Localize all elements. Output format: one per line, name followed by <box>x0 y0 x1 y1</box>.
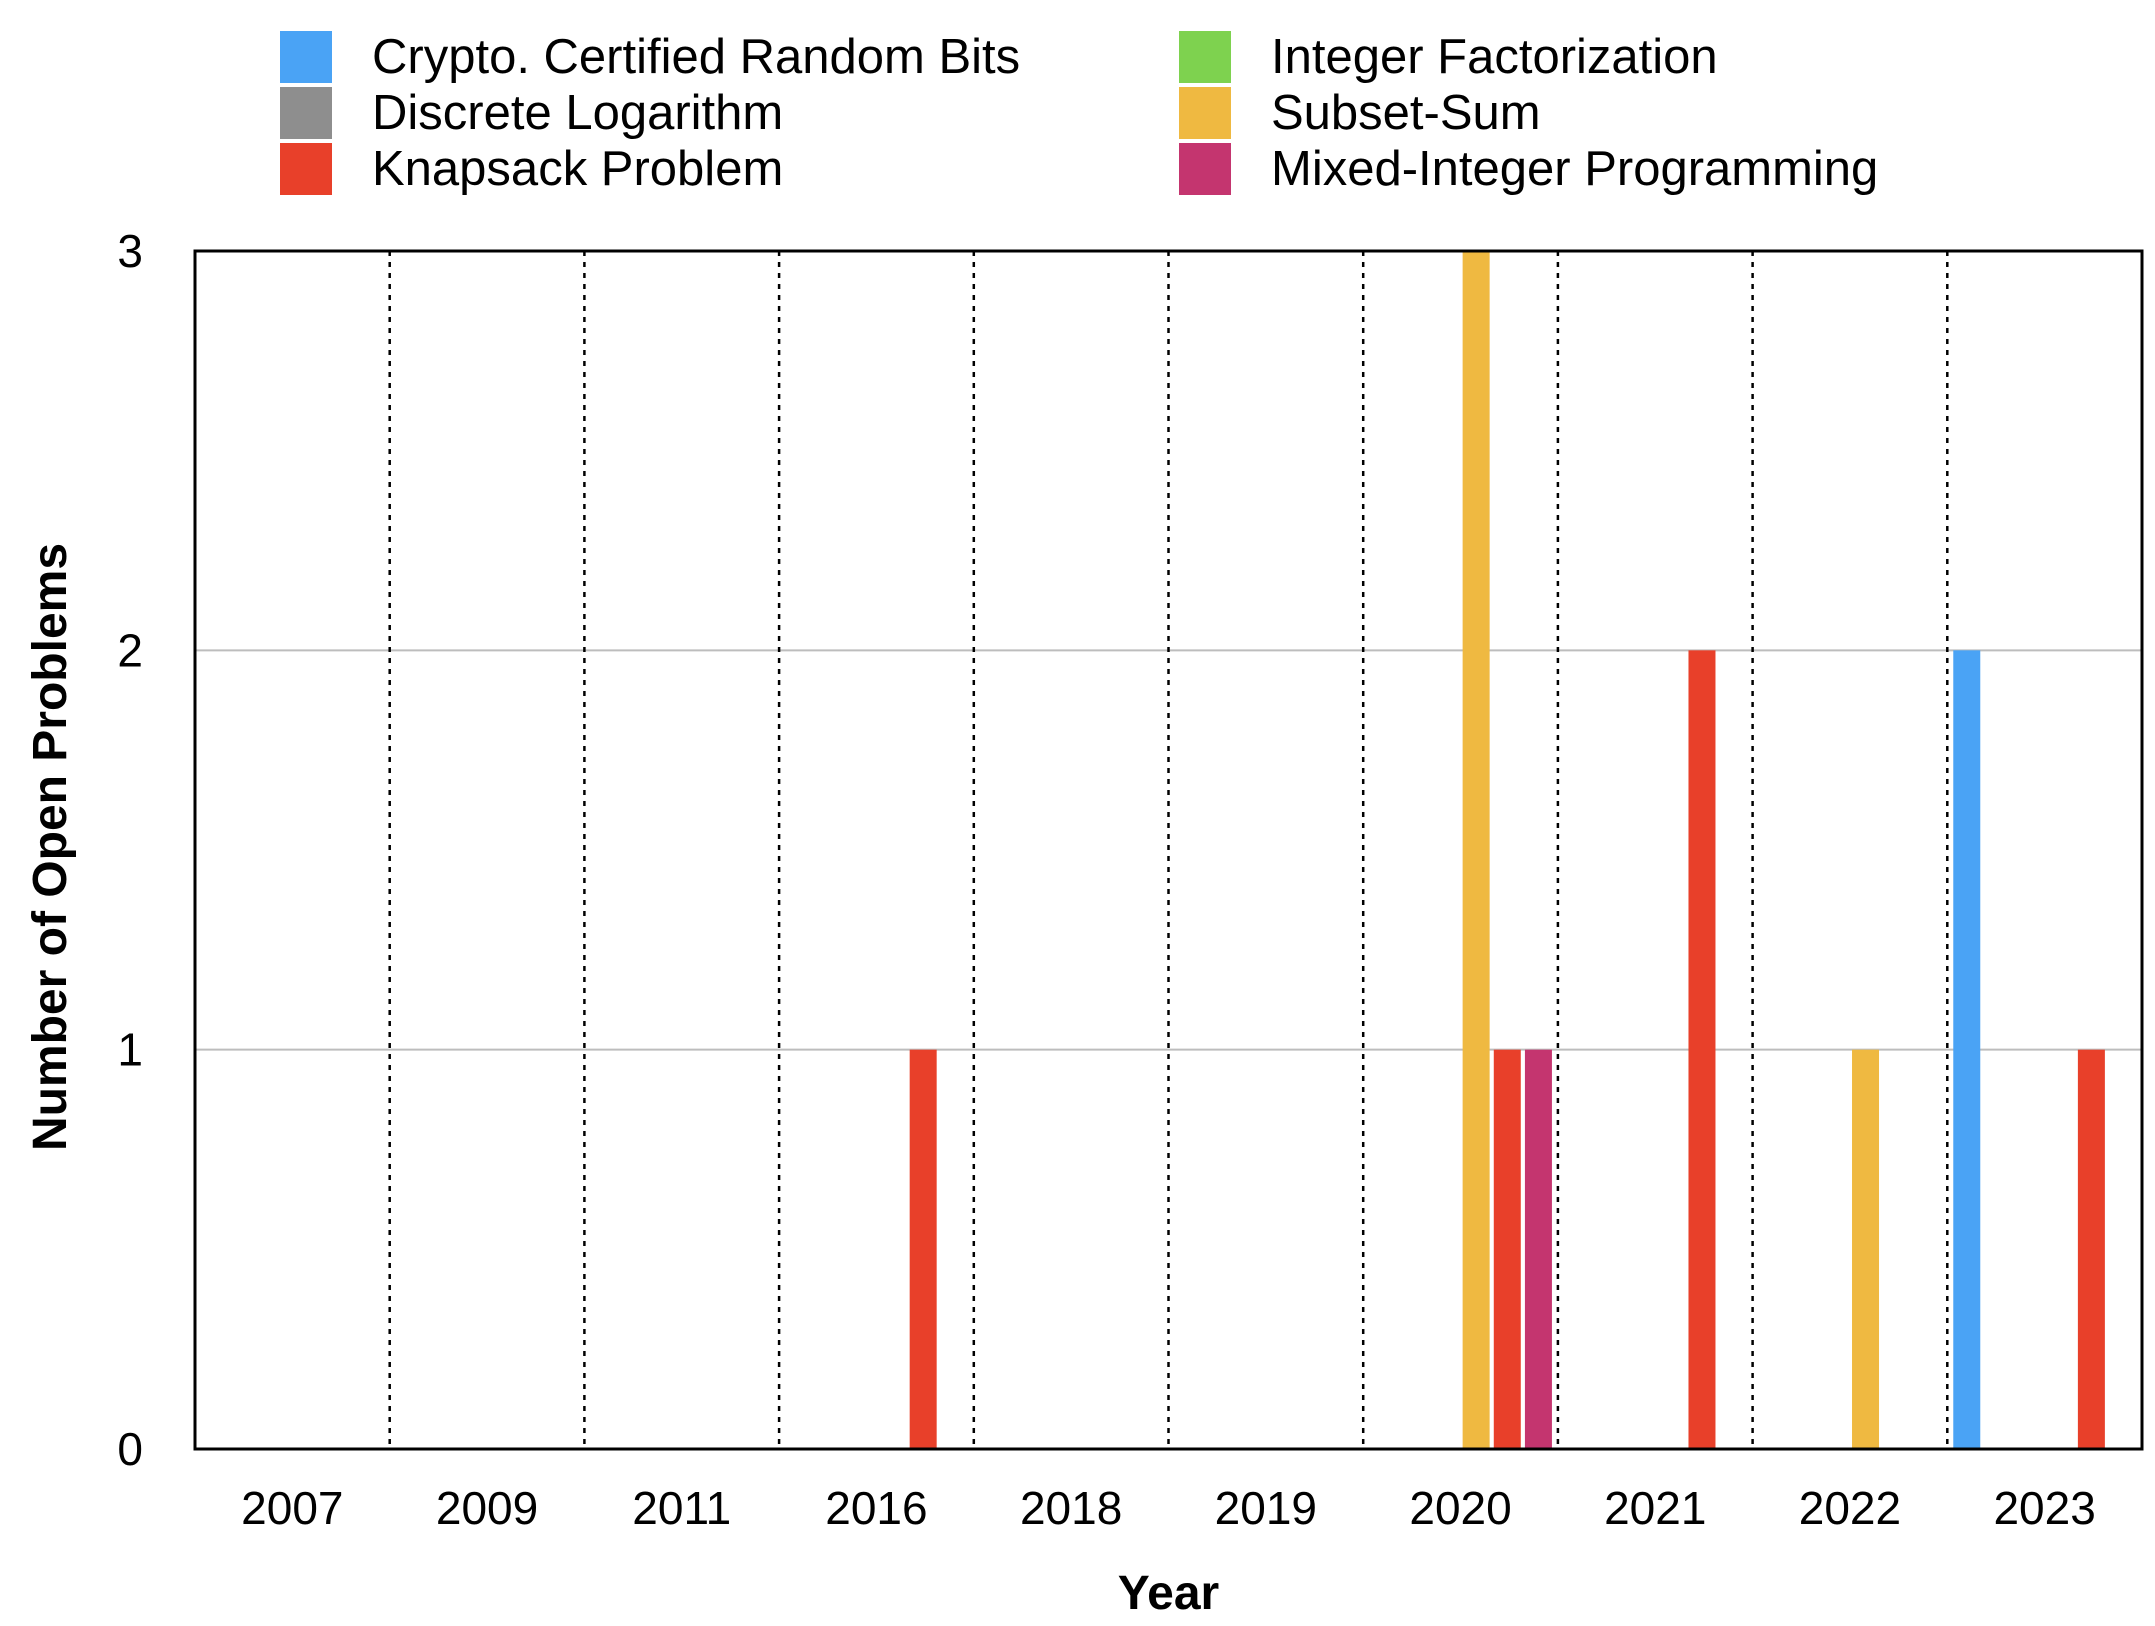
bar <box>909 1049 937 1449</box>
bar <box>1493 1049 1521 1449</box>
x-tick-label: 2023 <box>1993 1482 2095 1534</box>
bar <box>2077 1049 2105 1449</box>
bar <box>1953 650 1981 1449</box>
y-tick-label: 0 <box>117 1423 143 1475</box>
x-tick-label: 2009 <box>436 1482 538 1534</box>
legend-label: Integer Factorization <box>1271 30 1718 84</box>
bars <box>909 251 2105 1449</box>
x-tick-label: 2016 <box>825 1482 927 1534</box>
legend-swatch-knapsack-problem <box>280 143 332 195</box>
bar <box>1852 1049 1880 1449</box>
x-tick-labels: 2007 2009 2011 2016 2018 2019 2020 2021 2022 2023 <box>241 1482 2096 1534</box>
x-axis-title: Year <box>1118 1567 1219 1620</box>
legend-item-crypto-certified-random-bits: Crypto. Certified Random Bits <box>280 29 1020 85</box>
legend-item-knapsack-problem: Knapsack Problem <box>280 141 783 197</box>
x-tick-label: 2020 <box>1409 1482 1511 1534</box>
y-tick-label: 2 <box>117 624 143 676</box>
legend-item-subset-sum: Subset-Sum <box>1179 85 1541 141</box>
legend-item-mixed-integer-programming: Mixed-Integer Programming <box>1179 141 1878 197</box>
y-tick-label: 3 <box>117 225 143 277</box>
legend-label: Discrete Logarithm <box>372 86 784 140</box>
bar <box>1524 1049 1552 1449</box>
x-tick-label: 2021 <box>1604 1482 1706 1534</box>
legend-swatch-subset-sum <box>1179 87 1231 139</box>
y-tick-label: 1 <box>117 1024 143 1076</box>
bar <box>1462 251 1490 1449</box>
bar <box>1688 650 1716 1449</box>
legend-swatch-discrete-logarithm <box>280 87 332 139</box>
x-tick-label: 2022 <box>1799 1482 1901 1534</box>
legend-item-integer-factorization: Integer Factorization <box>1179 29 1718 85</box>
x-tick-label: 2018 <box>1020 1482 1122 1534</box>
legend-item-discrete-logarithm: Discrete Logarithm <box>280 85 783 141</box>
legend-label: Mixed-Integer Programming <box>1271 142 1879 196</box>
legend-label: Knapsack Problem <box>372 142 784 196</box>
y-tick-labels: 0 1 2 3 <box>117 225 143 1475</box>
legend-swatch-integer-factorization <box>1179 31 1231 83</box>
year-separators <box>388 251 1949 1449</box>
legend: Crypto. Certified Random Bits Discrete L… <box>0 0 2155 240</box>
legend-swatch-crypto-certified-random-bits <box>280 31 332 83</box>
plot-frame <box>193 249 2144 1451</box>
x-tick-label: 2011 <box>632 1482 731 1534</box>
legend-swatch-mixed-integer-programming <box>1179 143 1231 195</box>
legend-label: Subset-Sum <box>1271 86 1541 140</box>
y-axis-title: Number of Open Problems <box>24 543 77 1151</box>
legend-label: Crypto. Certified Random Bits <box>372 30 1021 84</box>
x-tick-label: 2019 <box>1215 1482 1317 1534</box>
x-tick-label: 2007 <box>241 1482 343 1534</box>
